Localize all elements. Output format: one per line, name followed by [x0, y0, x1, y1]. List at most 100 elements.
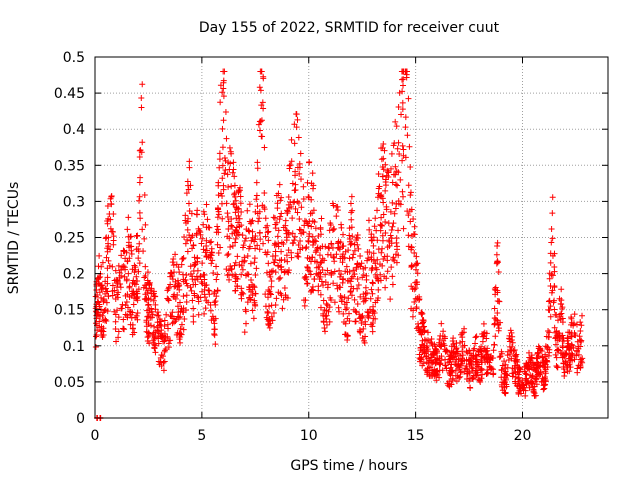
- data-point: [459, 338, 466, 345]
- data-point: [421, 328, 428, 335]
- data-point: [118, 266, 125, 273]
- data-point: [288, 254, 295, 261]
- data-point: [342, 268, 349, 275]
- data-point: [263, 269, 270, 276]
- data-point: [362, 321, 369, 328]
- data-point: [268, 283, 275, 290]
- data-point: [279, 305, 286, 312]
- data-point: [436, 374, 443, 381]
- data-point: [343, 305, 350, 312]
- data-point: [320, 297, 327, 304]
- data-point: [176, 299, 183, 306]
- data-point: [223, 200, 230, 207]
- data-point: [405, 243, 412, 250]
- data-point: [220, 68, 227, 75]
- data-point: [120, 325, 127, 332]
- data-point: [228, 150, 235, 157]
- data-point: [496, 354, 503, 361]
- data-point: [249, 217, 256, 224]
- data-point: [545, 352, 552, 359]
- data-point: [211, 331, 218, 338]
- data-point: [225, 184, 232, 191]
- data-point: [467, 350, 474, 357]
- data-point: [265, 260, 272, 267]
- data-point: [557, 300, 564, 307]
- data-point: [546, 329, 553, 336]
- data-point: [502, 368, 509, 375]
- data-point: [120, 248, 127, 255]
- data-point: [457, 352, 464, 359]
- data-point: [509, 333, 516, 340]
- data-point: [379, 222, 386, 229]
- data-point: [130, 288, 137, 295]
- data-point: [118, 305, 125, 312]
- data-point: [312, 249, 319, 256]
- data-point: [228, 222, 235, 229]
- data-point: [256, 84, 263, 91]
- data-point: [161, 322, 168, 329]
- data-point: [261, 189, 268, 196]
- data-point: [275, 276, 282, 283]
- data-point: [339, 276, 346, 283]
- data-point: [270, 309, 277, 316]
- data-point: [149, 311, 156, 318]
- data-point: [145, 329, 152, 336]
- data-point: [94, 298, 101, 305]
- data-point: [500, 379, 507, 386]
- x-axis-label: GPS time / hours: [290, 458, 407, 474]
- data-point: [355, 245, 362, 252]
- data-point: [164, 287, 171, 294]
- data-point: [358, 260, 365, 267]
- data-point: [479, 371, 486, 378]
- data-point: [193, 231, 200, 238]
- data-point: [551, 306, 558, 313]
- data-point: [492, 333, 499, 340]
- data-point: [247, 260, 254, 267]
- data-point: [509, 370, 516, 377]
- data-point: [359, 312, 366, 319]
- data-point: [99, 259, 106, 266]
- data-point: [434, 371, 441, 378]
- data-point: [304, 179, 311, 186]
- data-point: [211, 288, 218, 295]
- data-point: [301, 274, 308, 281]
- data-point: [310, 182, 317, 189]
- data-point: [189, 297, 196, 304]
- data-point: [211, 332, 218, 339]
- data-point: [384, 169, 391, 176]
- data-point: [174, 291, 181, 298]
- data-point: [198, 240, 205, 247]
- data-point: [506, 338, 513, 345]
- data-point: [300, 195, 307, 202]
- data-point: [214, 214, 221, 221]
- data-point: [553, 354, 560, 361]
- data-point: [578, 322, 585, 329]
- data-point: [195, 225, 202, 232]
- data-point: [233, 215, 240, 222]
- data-point: [468, 361, 475, 368]
- data-point: [560, 360, 567, 367]
- data-point: [113, 338, 120, 345]
- data-point: [235, 189, 242, 196]
- data-point: [536, 371, 543, 378]
- data-point: [244, 299, 251, 306]
- data-point: [105, 240, 112, 247]
- data-point: [344, 336, 351, 343]
- data-point: [168, 312, 175, 319]
- data-point: [387, 232, 394, 239]
- data-point: [252, 272, 259, 279]
- data-point: [277, 213, 284, 220]
- data-point: [186, 164, 193, 171]
- data-point: [249, 286, 256, 293]
- data-point: [374, 256, 381, 263]
- data-point: [382, 176, 389, 183]
- data-point: [484, 370, 491, 377]
- data-point: [105, 257, 112, 264]
- data-point: [271, 215, 278, 222]
- data-point: [103, 299, 110, 306]
- data-point: [306, 268, 313, 275]
- data-point: [570, 322, 577, 329]
- data-point: [264, 249, 271, 256]
- data-point: [549, 272, 556, 279]
- data-point: [334, 285, 341, 292]
